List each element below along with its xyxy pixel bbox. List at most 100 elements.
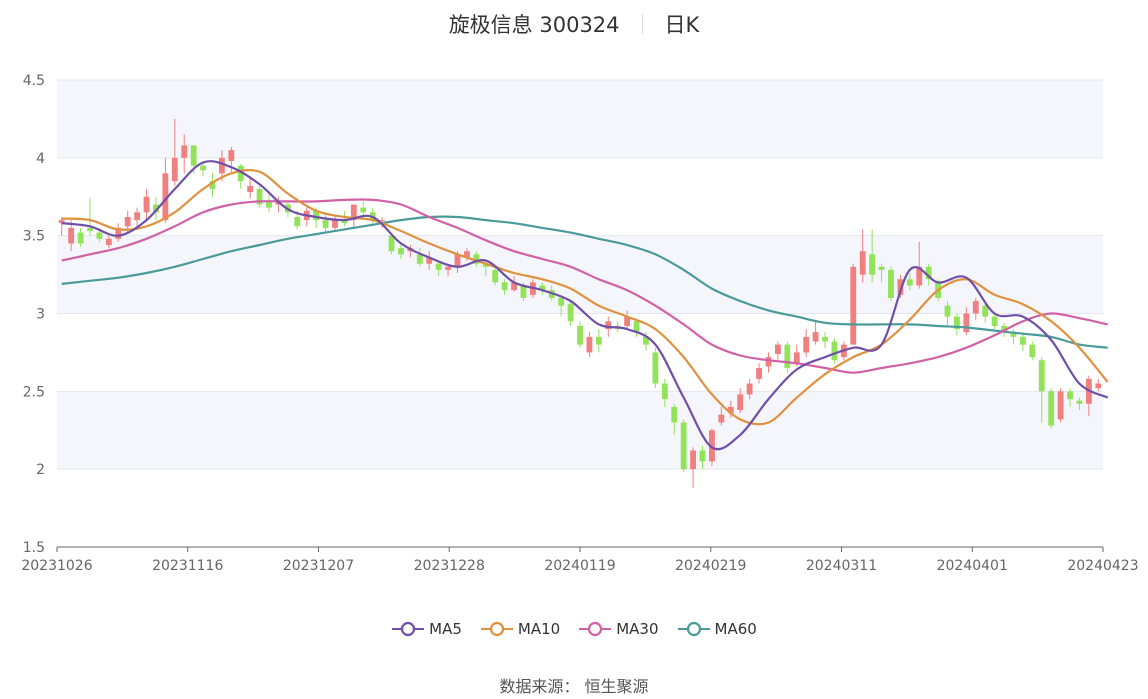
band-shaded — [57, 80, 1103, 158]
y-tick-label: 2.5 — [23, 384, 45, 400]
candle-body — [1010, 332, 1017, 337]
candle-body — [181, 145, 188, 158]
candle-body — [256, 188, 263, 205]
candle-body — [577, 325, 583, 345]
candle-body — [162, 173, 169, 221]
candle-body — [388, 235, 395, 252]
candle-body — [218, 157, 225, 174]
candle-body — [1076, 400, 1083, 404]
x-tick-label: 20240119 — [544, 558, 615, 574]
candle-body — [822, 336, 828, 342]
candle-body — [803, 336, 810, 353]
candle-body — [586, 336, 593, 353]
candle-body — [859, 251, 866, 275]
candle-body — [605, 321, 612, 330]
candle-body — [1067, 391, 1073, 400]
candle-body — [558, 297, 565, 306]
legend-label: MA60 — [714, 620, 757, 638]
candle-body — [87, 227, 93, 231]
candle-body — [58, 220, 65, 224]
candle-body — [718, 414, 725, 423]
candle-body — [1019, 336, 1026, 345]
legend-item-ma5[interactable]: MA5 — [391, 620, 462, 638]
candle-body — [774, 344, 781, 354]
candle-body — [897, 279, 904, 295]
legend-item-ma10[interactable]: MA10 — [480, 620, 560, 638]
candle-body — [454, 254, 461, 267]
candle-body — [492, 269, 499, 283]
candle-body — [850, 266, 857, 345]
candle-body — [209, 181, 216, 189]
candle-body — [963, 313, 970, 333]
candle-body — [360, 207, 367, 213]
y-axis: 1.5 2 2.5 3 3.5 4 4.5 — [23, 73, 45, 556]
data-source: 数据来源： 恒生聚源 — [499, 677, 649, 696]
band-white — [57, 157, 1103, 236]
candlestick-chart[interactable]: 1.5 2 2.5 3 3.5 4 4.5 20231026 20231116 20231207… — [0, 0, 1148, 610]
candle-body — [134, 212, 141, 221]
candle-body — [237, 165, 244, 182]
x-tick-label: 20240311 — [806, 558, 877, 574]
candle-body — [991, 316, 998, 326]
candle-body — [954, 316, 960, 330]
legend-label: MA30 — [616, 620, 659, 638]
x-tick-label: 20231116 — [152, 558, 223, 574]
candle-body — [1048, 391, 1055, 426]
candle-body — [266, 201, 272, 208]
line-ma5 — [61, 160, 1109, 451]
candle-body — [661, 383, 668, 400]
candle-body — [1029, 344, 1036, 358]
candle-body — [247, 185, 254, 193]
candle-body — [463, 251, 470, 258]
legend-item-ma30[interactable]: MA30 — [578, 620, 659, 638]
candle-body — [105, 238, 112, 246]
candle-body — [727, 406, 734, 414]
legend-label: MA10 — [517, 620, 561, 638]
y-tick-label: 4 — [36, 151, 45, 167]
candle-body — [595, 336, 602, 345]
candle-body — [888, 269, 894, 298]
x-tick-label: 20231228 — [414, 558, 485, 574]
candle-body — [398, 248, 404, 255]
candle-body — [1001, 325, 1007, 333]
candle-body — [699, 450, 706, 462]
candle-body — [812, 332, 819, 342]
candle-body — [341, 220, 348, 224]
chart-period[interactable]: 日K — [664, 13, 700, 37]
legend: MA5 MA10 MA30 MA60 — [0, 620, 1148, 638]
x-tick-label: 20240219 — [675, 558, 746, 574]
candle-body — [350, 204, 357, 221]
line-ma30 — [61, 198, 1108, 374]
candle-body — [294, 216, 301, 227]
chart-title: 旋极信息 300324 — [448, 13, 620, 37]
candle-body — [171, 157, 178, 182]
x-tick-label: 20231026 — [21, 558, 92, 574]
candle-body — [96, 232, 103, 239]
candle-body — [746, 383, 753, 395]
header-divider — [641, 14, 643, 34]
candle-body — [1095, 383, 1102, 389]
y-tick-label: 2 — [36, 462, 45, 478]
candle-body — [643, 336, 649, 345]
candle-body — [143, 196, 150, 213]
candle-body — [680, 422, 687, 470]
candle-body — [332, 220, 338, 228]
candle-body — [831, 341, 838, 361]
candle-body — [445, 266, 451, 270]
candle-body — [511, 282, 517, 291]
candle-body — [68, 227, 75, 244]
x-tick-label: 20240423 — [1067, 558, 1138, 574]
candle-body — [633, 321, 640, 333]
legend-label: MA5 — [429, 620, 462, 638]
legend-marker-icon — [677, 621, 710, 637]
legend-item-ma60[interactable]: MA60 — [677, 620, 757, 638]
candle-body — [124, 216, 131, 227]
candle-body — [539, 285, 546, 291]
candle-body — [77, 232, 84, 244]
candle-body — [869, 254, 876, 275]
candle-body — [473, 254, 480, 264]
candle-body — [567, 304, 574, 322]
chart-header: 旋极信息 300324 日K — [0, 8, 1148, 40]
candle-body — [1038, 360, 1045, 392]
band-white — [57, 469, 1103, 547]
